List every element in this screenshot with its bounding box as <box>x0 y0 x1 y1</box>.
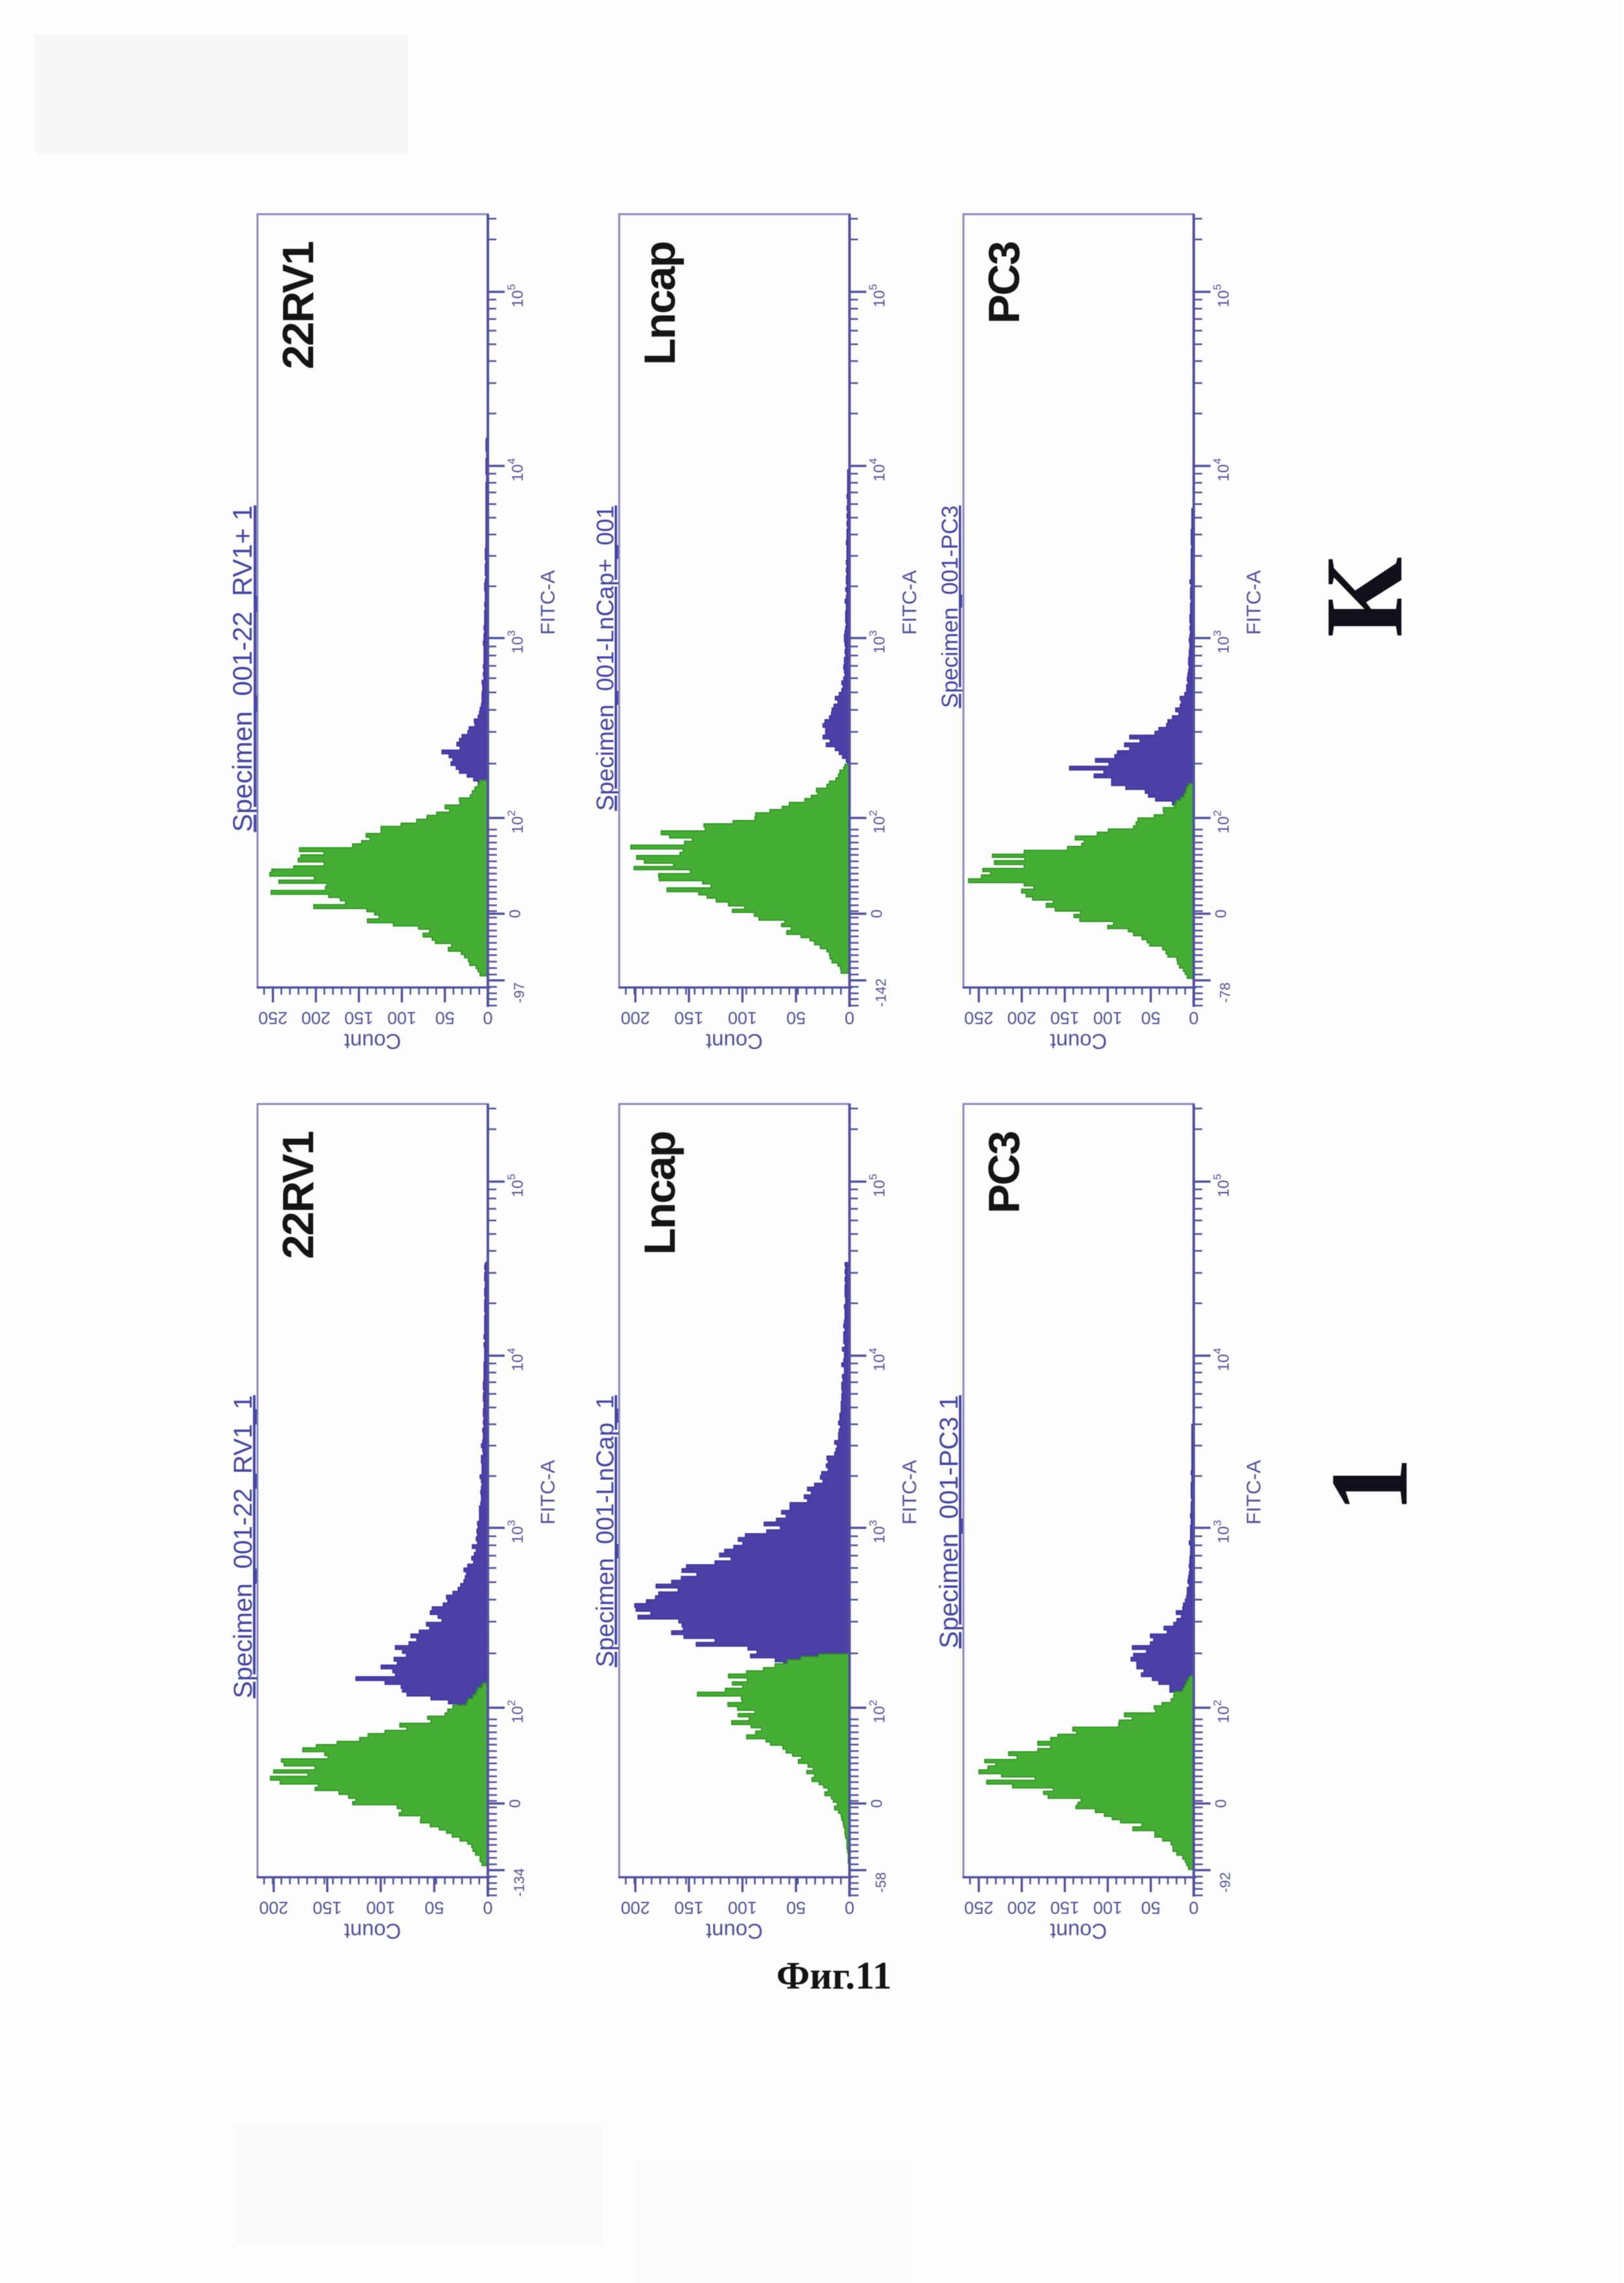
svg-text:0: 0 <box>1213 1799 1230 1807</box>
svg-text:102: 102 <box>1211 810 1233 833</box>
svg-text:105: 105 <box>505 1174 527 1197</box>
svg-text:50: 50 <box>786 1898 806 1917</box>
svg-text:103: 103 <box>1211 1520 1233 1543</box>
svg-text:50: 50 <box>435 1008 455 1028</box>
svg-text:FITC-A: FITC-A <box>1242 1460 1265 1525</box>
svg-text:0: 0 <box>1213 909 1230 918</box>
svg-text:102: 102 <box>867 1700 888 1723</box>
svg-text:105: 105 <box>1211 1174 1233 1197</box>
svg-text:103: 103 <box>867 1520 888 1543</box>
svg-text:FITC-A: FITC-A <box>1242 570 1265 635</box>
svg-text:Count: Count <box>706 1919 763 1943</box>
svg-text:-134: -134 <box>511 1868 527 1897</box>
svg-text:250: 250 <box>964 1008 993 1028</box>
svg-text:100: 100 <box>728 1898 757 1917</box>
svg-text:250: 250 <box>964 1898 993 1917</box>
svg-text:100: 100 <box>1093 1898 1123 1917</box>
svg-text:150: 150 <box>1050 1898 1079 1917</box>
svg-text:FITC-A: FITC-A <box>536 1460 559 1525</box>
svg-text:1: 1 <box>1308 1457 1431 1513</box>
svg-text:-142: -142 <box>873 978 889 1007</box>
svg-text:104: 104 <box>867 458 888 481</box>
svg-text:100: 100 <box>366 1898 395 1917</box>
svg-text:150: 150 <box>674 1898 703 1917</box>
svg-text:100: 100 <box>1093 1008 1123 1028</box>
svg-text:FITC-A: FITC-A <box>898 1460 921 1525</box>
svg-text:150: 150 <box>313 1898 342 1917</box>
svg-text:PC3: PC3 <box>980 1132 1029 1213</box>
svg-text:150: 150 <box>344 1008 373 1028</box>
svg-text:-92: -92 <box>1217 1872 1233 1893</box>
svg-text:102: 102 <box>1211 1700 1233 1723</box>
svg-text:50: 50 <box>424 1898 444 1917</box>
svg-text:22RV1: 22RV1 <box>274 1132 323 1259</box>
svg-text:Count: Count <box>344 1919 401 1943</box>
svg-text:105: 105 <box>1211 284 1233 307</box>
svg-text:Count: Count <box>344 1030 401 1053</box>
svg-text:Lncap: Lncap <box>635 242 685 365</box>
svg-text:FITC-A: FITC-A <box>536 570 559 635</box>
svg-text:150: 150 <box>674 1008 703 1028</box>
svg-text:102: 102 <box>867 810 888 833</box>
svg-text:-78: -78 <box>1217 982 1233 1003</box>
svg-text:200: 200 <box>620 1008 650 1028</box>
svg-text:Specimen_001-PC3: Specimen_001-PC3 <box>938 505 963 708</box>
svg-text:200: 200 <box>259 1898 288 1917</box>
svg-text:22RV1: 22RV1 <box>274 242 323 369</box>
svg-text:0: 0 <box>483 1008 492 1028</box>
svg-text:104: 104 <box>505 1348 527 1371</box>
svg-text:103: 103 <box>1211 630 1233 654</box>
svg-text:0: 0 <box>1189 1898 1198 1917</box>
svg-text:200: 200 <box>1007 1008 1037 1028</box>
svg-text:104: 104 <box>1211 1348 1233 1371</box>
svg-text:100: 100 <box>728 1008 757 1028</box>
svg-text:103: 103 <box>505 630 527 654</box>
svg-text:0: 0 <box>868 1799 886 1807</box>
svg-text:FITC-A: FITC-A <box>898 570 921 635</box>
svg-text:Count: Count <box>1050 1919 1107 1943</box>
svg-text:Count: Count <box>706 1030 763 1053</box>
svg-text:0: 0 <box>868 909 886 918</box>
svg-text:102: 102 <box>505 810 527 833</box>
svg-text:200: 200 <box>1007 1898 1037 1917</box>
svg-text:Specimen_001-LnCap_1: Specimen_001-LnCap_1 <box>592 1395 619 1667</box>
svg-text:-97: -97 <box>511 982 527 1003</box>
svg-text:Lncap: Lncap <box>635 1132 685 1255</box>
svg-text:Count: Count <box>1050 1030 1107 1053</box>
svg-text:Фиг.11: Фиг.11 <box>776 1954 892 1997</box>
svg-text:105: 105 <box>867 1174 888 1197</box>
svg-text:150: 150 <box>1050 1008 1079 1028</box>
svg-text:50: 50 <box>1141 1008 1161 1028</box>
svg-text:-58: -58 <box>873 1872 889 1893</box>
svg-text:103: 103 <box>867 630 888 654</box>
svg-text:PC3: PC3 <box>980 242 1029 324</box>
svg-text:Specimen_001-22_RV1+ 1: Specimen_001-22_RV1+ 1 <box>227 505 258 832</box>
svg-text:102: 102 <box>505 1700 527 1723</box>
svg-text:104: 104 <box>505 458 527 481</box>
svg-text:50: 50 <box>786 1008 806 1028</box>
svg-text:Specimen_001-PC3 1: Specimen_001-PC3 1 <box>935 1395 963 1648</box>
svg-text:Specimen_001-22_RV1_1: Specimen_001-22_RV1_1 <box>229 1395 258 1699</box>
svg-text:200: 200 <box>302 1008 331 1028</box>
svg-text:104: 104 <box>1211 458 1233 481</box>
svg-text:0: 0 <box>1189 1008 1198 1028</box>
svg-text:50: 50 <box>1141 1898 1161 1917</box>
svg-text:103: 103 <box>505 1520 527 1543</box>
svg-text:Specimen_001-LnCap+_001: Specimen_001-LnCap+_001 <box>592 505 619 811</box>
svg-text:105: 105 <box>505 284 527 307</box>
svg-text:104: 104 <box>867 1348 888 1371</box>
svg-text:200: 200 <box>620 1898 650 1917</box>
svg-text:250: 250 <box>258 1008 287 1028</box>
svg-text:К: К <box>1303 557 1426 637</box>
svg-text:0: 0 <box>844 1008 854 1028</box>
svg-text:0: 0 <box>507 1799 524 1807</box>
svg-text:0: 0 <box>483 1898 492 1917</box>
svg-text:100: 100 <box>388 1008 417 1028</box>
svg-text:105: 105 <box>867 284 888 307</box>
svg-text:0: 0 <box>844 1898 854 1917</box>
svg-text:0: 0 <box>507 909 524 918</box>
